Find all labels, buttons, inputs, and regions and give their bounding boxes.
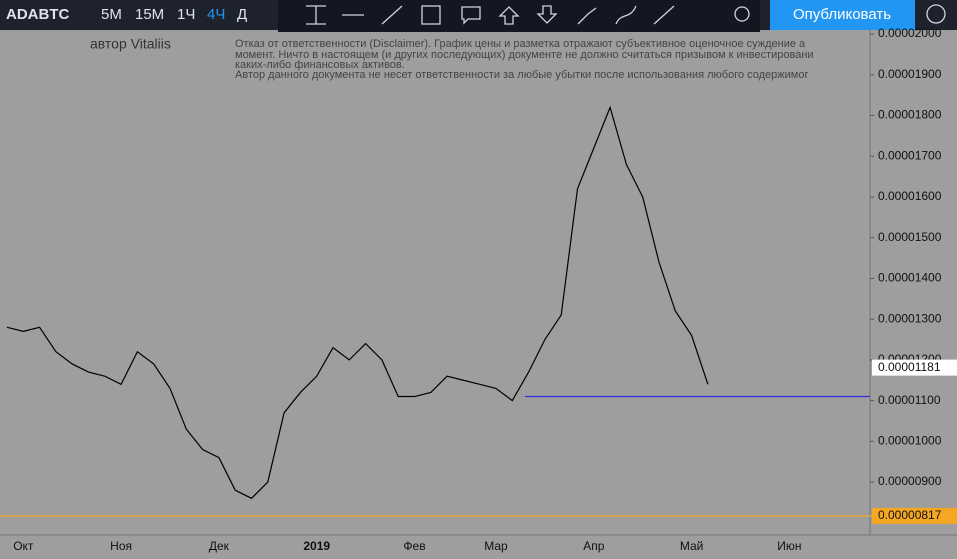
x-tick-label: Июн [777, 539, 801, 553]
replay[interactable] [926, 4, 946, 24]
watermark: автор Vitaliis [90, 36, 171, 52]
tool[interactable] [498, 6, 520, 25]
price-label: 0.00000817 [878, 508, 942, 522]
interval[interactable]: 5М [101, 6, 122, 23]
price-line [6, 105, 709, 500]
y-tick-label: 0.00001000 [878, 434, 942, 448]
tool[interactable] [536, 5, 558, 24]
disclaimer-line: Автор данного документа не несет ответст… [235, 69, 808, 81]
x-tick-label: Ноя [110, 539, 132, 553]
tool[interactable] [653, 5, 675, 25]
publish-button[interactable] [770, 0, 915, 30]
tool[interactable] [615, 5, 637, 25]
y-tick-label: 0.00001400 [878, 271, 942, 285]
x-tick-label: Мар [484, 539, 508, 553]
price-label-box [872, 507, 957, 524]
disclaimer-line: каких-либо финансовых активов. [235, 59, 405, 71]
interval[interactable]: 4Ч [207, 6, 225, 23]
publish-label[interactable]: Опубликовать [793, 6, 891, 23]
y-tick-label: 0.00001100 [878, 393, 941, 407]
interval[interactable]: Д [237, 6, 247, 23]
x-tick-label: Окт [13, 539, 34, 553]
x-tick-label: 2019 [303, 539, 330, 553]
tool-icons [306, 4, 946, 25]
y-tick-label: 0.00001300 [878, 311, 942, 325]
x-tick-label: Фев [403, 539, 425, 553]
disclaimer-line: Отказ от ответственности (Disclaimer). Г… [235, 38, 806, 50]
y-tick-label: 0.00000900 [878, 474, 942, 488]
disclaimer-line: момент. Ничто в настоящем (и других посл… [235, 49, 814, 61]
y-tick-label: 0.00001600 [878, 189, 942, 203]
y-tick-label: 0.00001700 [878, 148, 942, 162]
tool[interactable] [577, 7, 597, 25]
last-price-box [872, 359, 957, 376]
x-tick-label: Апр [583, 539, 605, 553]
x-tick-label: Дек [209, 539, 230, 553]
tool[interactable] [381, 5, 403, 25]
tool[interactable] [421, 5, 441, 25]
x-tick-label: Май [680, 539, 704, 553]
symbol[interactable]: ADABTC [6, 6, 69, 23]
tool[interactable] [306, 5, 326, 25]
settings[interactable] [734, 6, 750, 22]
disclaimer: Отказ от ответственности (Disclaimer). Г… [235, 38, 814, 81]
tool[interactable] [461, 6, 481, 25]
y-tick-label: 0.00001500 [878, 230, 942, 244]
last-price-label: 0.00001181 [878, 360, 941, 374]
y-tick-label: 0.00001900 [878, 67, 942, 81]
drawing-toolbar [278, 0, 760, 32]
y-tick-label: 0.00001800 [878, 108, 942, 122]
interval[interactable]: 1Ч [177, 6, 195, 23]
interval[interactable]: 15М [135, 6, 164, 23]
y-tick-label: 0.00002000 [878, 26, 942, 40]
